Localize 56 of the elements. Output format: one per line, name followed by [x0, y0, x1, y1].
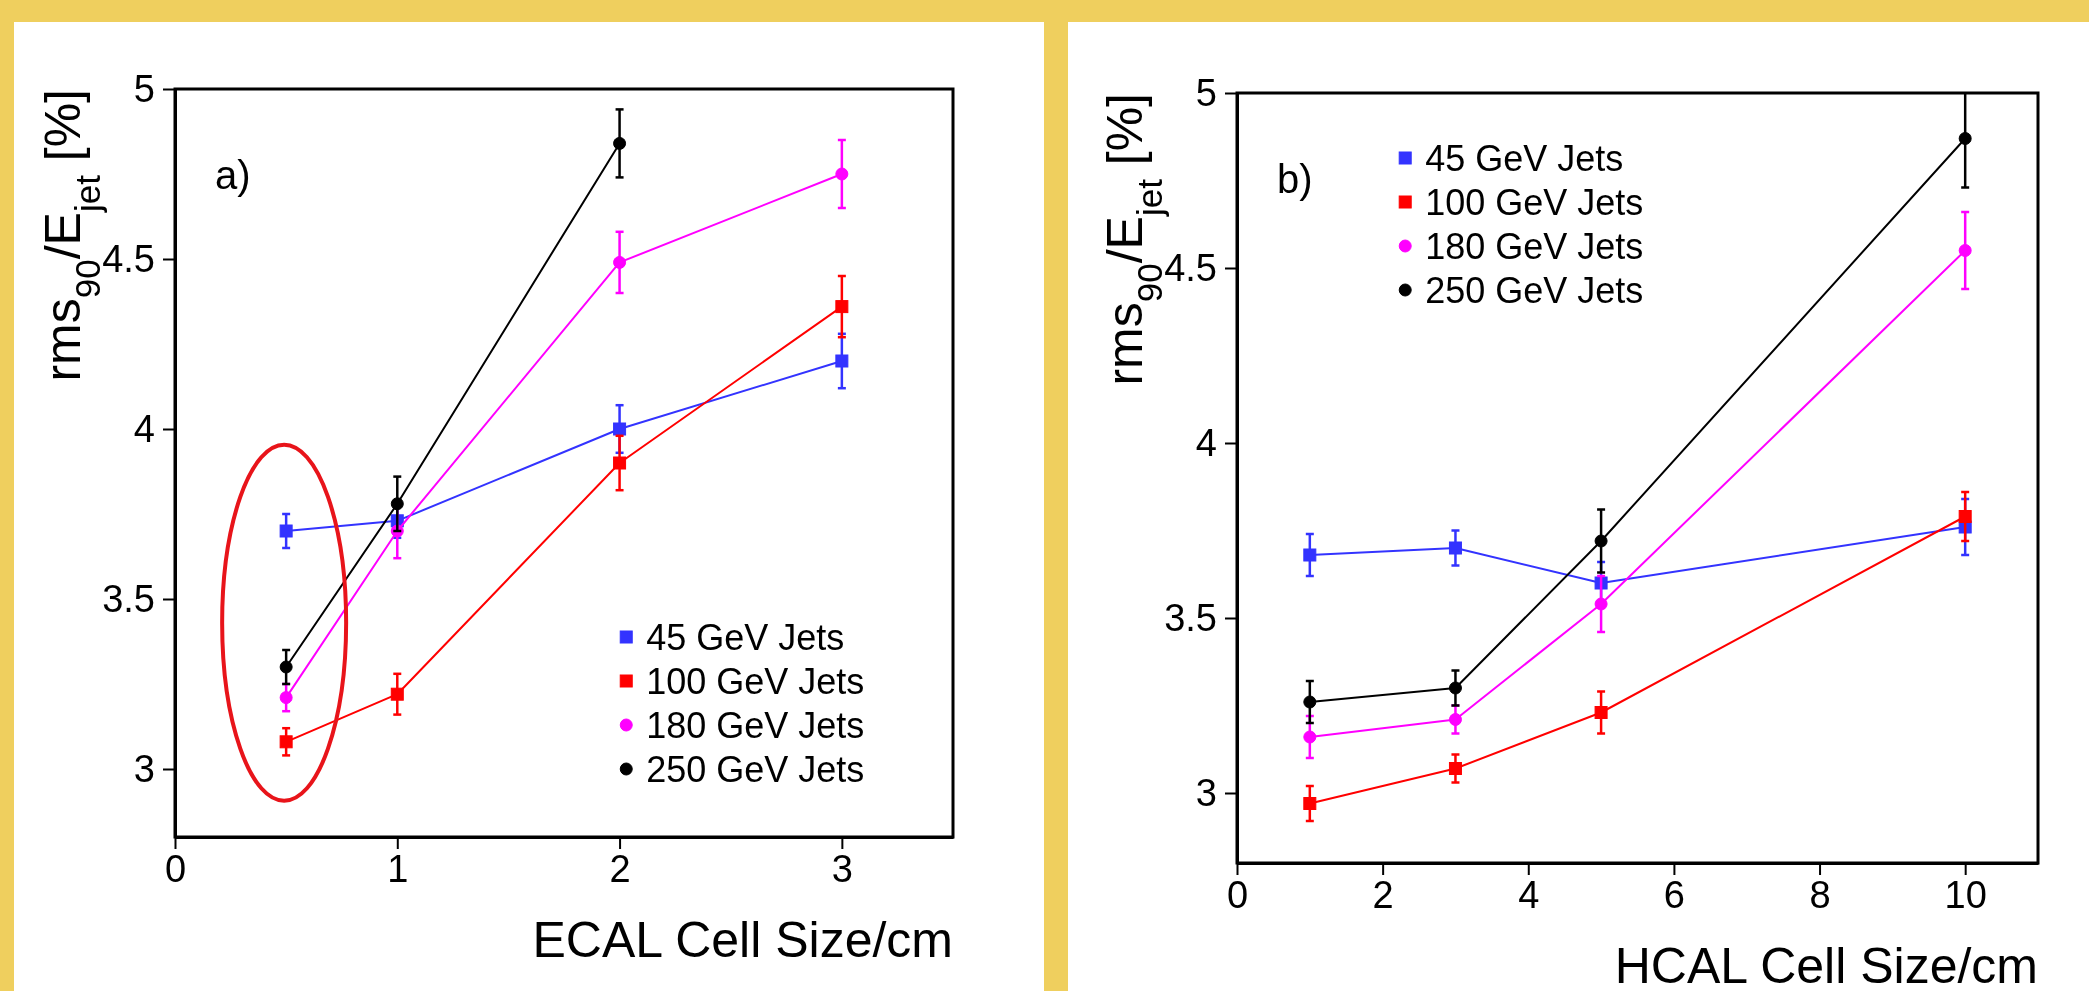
point [390, 687, 404, 701]
y-tick-label: 4 [1195, 421, 1217, 464]
point [613, 456, 627, 470]
x-tick-label: 4 [1518, 873, 1540, 916]
point [835, 167, 849, 181]
point [279, 524, 293, 538]
point [279, 660, 293, 674]
point [279, 691, 293, 705]
x-tick-label: 0 [164, 847, 187, 890]
legend-label: 250 GeV Jets [1425, 270, 1644, 311]
x-axis-title: ECAL Cell Size/cm [532, 912, 953, 968]
point [613, 255, 627, 269]
x-tick-label: 1 [387, 847, 409, 890]
x-tick-label: 0 [1226, 873, 1249, 916]
y-tick-label: 5 [133, 67, 155, 110]
x-tick-label: 10 [1944, 873, 1987, 916]
legend-label: 250 GeV Jets [646, 749, 865, 790]
point [835, 354, 849, 368]
point [1594, 706, 1608, 719]
point [1303, 797, 1317, 810]
y-tick-label: 4 [133, 407, 155, 450]
point [613, 136, 627, 150]
point [1448, 762, 1462, 775]
legend-label: 180 GeV Jets [646, 705, 865, 746]
point [1958, 132, 1972, 145]
legend-label: 100 GeV Jets [646, 661, 865, 702]
y-tick-label: 5 [1195, 71, 1217, 114]
legend-label: 45 GeV Jets [646, 617, 845, 658]
annotation: b) [1277, 157, 1313, 201]
point [1448, 713, 1462, 726]
x-tick-label: 8 [1809, 873, 1831, 916]
point [1594, 534, 1608, 548]
x-axis-title: HCAL Cell Size/cm [1614, 938, 2038, 991]
legend-label: 180 GeV Jets [1425, 226, 1644, 267]
point [1303, 548, 1317, 562]
point [1448, 541, 1462, 555]
point [835, 300, 849, 314]
point [279, 735, 293, 749]
x-tick-label: 3 [831, 847, 853, 890]
x-tick-label: 2 [1372, 873, 1394, 916]
legend-label: 100 GeV Jets [1425, 182, 1644, 223]
point [1594, 597, 1608, 611]
y-tick-label: 3.5 [1164, 596, 1217, 639]
annotation: a) [215, 153, 251, 197]
point [1303, 695, 1317, 709]
legend-label: 45 GeV Jets [1425, 138, 1624, 179]
y-tick-label: 3 [1195, 771, 1217, 814]
y-tick-label: 3 [133, 747, 155, 790]
x-tick-label: 2 [609, 847, 631, 890]
point [1303, 730, 1317, 744]
point [1958, 244, 1972, 257]
y-tick-label: 3.5 [102, 577, 155, 620]
point [1958, 510, 1972, 523]
point [1448, 681, 1462, 695]
point [390, 497, 404, 511]
x-tick-label: 6 [1663, 873, 1685, 916]
